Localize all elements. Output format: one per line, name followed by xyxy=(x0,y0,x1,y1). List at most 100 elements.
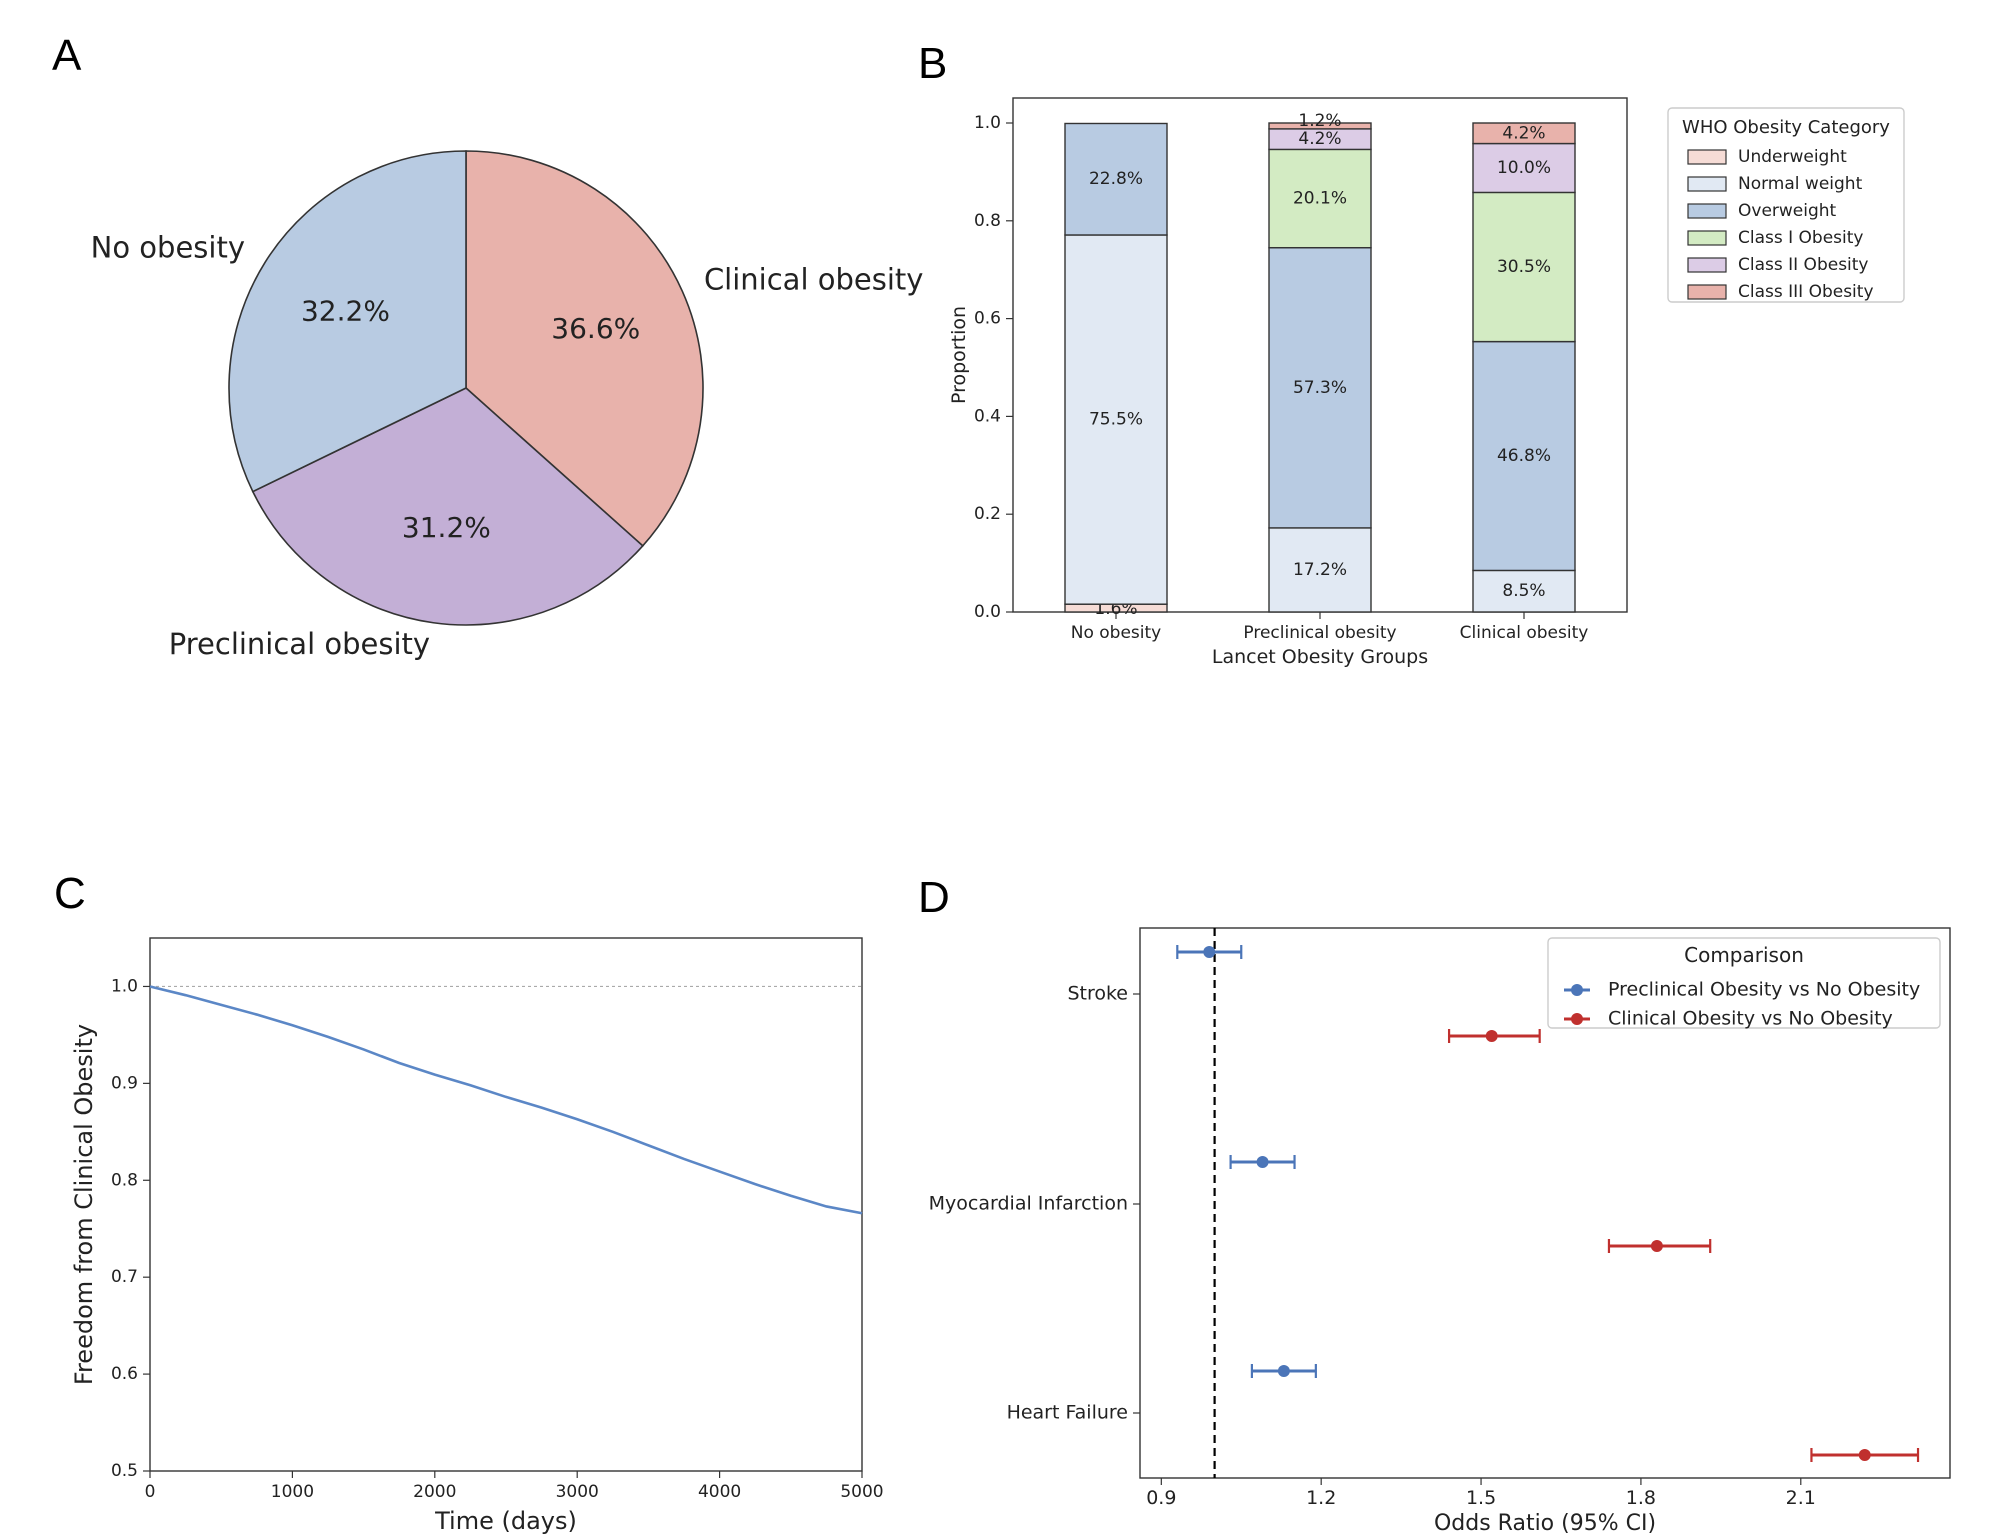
x-axis-label: Time (days) xyxy=(434,1507,577,1535)
legend-title: WHO Obesity Category xyxy=(1682,117,1890,138)
legend-entry-label: Clinical Obesity vs No Obesity xyxy=(1608,1008,1893,1030)
bar-segment xyxy=(1268,148,1372,249)
x-tick-label: Clinical obesity xyxy=(1460,623,1589,643)
legend-swatch-marker xyxy=(1571,1013,1583,1025)
legend-entry-label: Overweight xyxy=(1738,201,1837,221)
y-category-label: Myocardial Infarction xyxy=(929,1193,1128,1215)
y-tick-label: 0.5 xyxy=(111,1461,138,1481)
pie-category-label: Clinical obesity xyxy=(704,262,923,296)
y-tick-label: 0.6 xyxy=(974,309,1001,329)
y-tick-label: 0.0 xyxy=(974,602,1001,622)
bar-segment xyxy=(1064,122,1168,236)
x-tick-label: Preclinical obesity xyxy=(1243,623,1396,643)
bar-data-label: 17.2% xyxy=(1293,560,1347,580)
estimate-point xyxy=(1256,1156,1269,1168)
legend-title: Comparison xyxy=(1684,943,1804,967)
legend-swatch-marker xyxy=(1571,984,1583,996)
legend-entry-label: Normal weight xyxy=(1738,174,1863,194)
panel-letter-c: C xyxy=(54,869,86,918)
bar-data-label: 46.8% xyxy=(1497,446,1551,466)
legend-swatch xyxy=(1687,176,1727,192)
legend-swatch xyxy=(1687,257,1727,273)
y-tick-label: 0.6 xyxy=(111,1364,138,1384)
x-tick-label: 1.8 xyxy=(1626,1487,1656,1509)
estimate-point xyxy=(1858,1449,1871,1461)
panel-letter-b: B xyxy=(918,39,947,88)
y-axis-label: Proportion xyxy=(948,306,970,404)
legend-box xyxy=(1667,107,1905,303)
bar-data-label: 30.5% xyxy=(1497,257,1551,277)
y-category-label: Heart Failure xyxy=(1007,1402,1128,1424)
bar-data-label: 22.8% xyxy=(1089,169,1143,189)
pie-category-label: No obesity xyxy=(91,231,245,265)
legend-box xyxy=(1547,937,1941,1029)
x-axis-label: Lancet Obesity Groups xyxy=(1212,646,1428,668)
bar-data-label: 4.2% xyxy=(1298,129,1341,149)
x-tick-label: 0 xyxy=(145,1482,156,1502)
legend-entry-label: Class I Obesity xyxy=(1738,228,1863,248)
y-tick-label: 0.8 xyxy=(974,211,1001,231)
panel-letter-a: A xyxy=(52,31,82,80)
bar-data-label: 57.3% xyxy=(1293,378,1347,398)
x-tick-label: 3000 xyxy=(556,1482,599,1502)
legend-entry-label: Class III Obesity xyxy=(1738,282,1874,302)
bar-segment xyxy=(1472,340,1576,572)
y-tick-label: 0.7 xyxy=(111,1267,138,1287)
bar-segment xyxy=(1268,122,1372,130)
y-tick-label: 0.2 xyxy=(974,504,1001,524)
legend-swatch xyxy=(1687,203,1727,219)
legend-swatch xyxy=(1687,149,1727,165)
pie-value-label: 36.6% xyxy=(551,312,640,345)
x-tick-label: 0.9 xyxy=(1146,1487,1176,1509)
pie-slice xyxy=(228,150,467,493)
x-tick-label: 2.1 xyxy=(1786,1487,1816,1509)
survival-curve-panel: 0.5 0.6 0.7 0.8 0.9 1.0 0 1000 2000 3000 4000 5000 T… xyxy=(70,937,884,1535)
legend-swatch xyxy=(1687,230,1727,246)
legend-entry-label: Underweight xyxy=(1738,147,1847,167)
y-tick-label: 1.0 xyxy=(111,976,138,996)
legend-entry-label: Preclinical Obesity vs No Obesity xyxy=(1608,979,1920,1001)
bar-data-label: 10.0% xyxy=(1497,158,1551,178)
x-tick-label: 1.2 xyxy=(1306,1487,1336,1509)
y-tick-label: 0.4 xyxy=(974,406,1001,426)
forest-plot-panel: 0.9 1.2 1.5 1.8 2.1 Stroke Myocardial Infarcti… xyxy=(929,927,1951,1536)
x-tick-label: 4000 xyxy=(698,1482,741,1502)
pie-slice xyxy=(251,387,644,626)
bar-data-label: 4.2% xyxy=(1502,123,1545,143)
bar-segment xyxy=(1472,191,1576,343)
pie-value-label: 31.2% xyxy=(402,511,491,544)
x-axis-label: Odds Ratio (95% CI) xyxy=(1434,1511,1656,1536)
estimate-point xyxy=(1203,946,1216,958)
bar-segment xyxy=(1268,527,1372,613)
x-tick-label: 1.5 xyxy=(1466,1487,1496,1509)
y-category-label: Stroke xyxy=(1067,983,1128,1005)
estimate-point xyxy=(1650,1240,1663,1252)
estimate-point xyxy=(1485,1030,1498,1042)
x-tick-label: No obesity xyxy=(1071,623,1161,643)
pie-slice xyxy=(465,150,704,547)
bar-segment xyxy=(1472,569,1576,613)
bar-data-label: 20.1% xyxy=(1293,189,1347,209)
bar-data-label: 1.2% xyxy=(1298,111,1341,131)
plot-frame xyxy=(1139,927,1951,1479)
y-tick-label: 0.9 xyxy=(111,1073,138,1093)
x-tick-label: 5000 xyxy=(840,1482,883,1502)
pie-chart-panel: 36.6% Clinical obesity 31.2% Preclinical ob… xyxy=(91,150,923,661)
y-axis-label: Freedom from Clinical Obesity xyxy=(70,1024,98,1385)
pie-value-label: 32.2% xyxy=(301,295,390,328)
legend-entry-label: Class II Obesity xyxy=(1738,255,1869,275)
panel-letter-d: D xyxy=(918,873,950,922)
bar-segment xyxy=(1268,246,1372,529)
x-tick-label: 1000 xyxy=(271,1482,314,1502)
x-tick-label: 2000 xyxy=(413,1482,456,1502)
bar-data-label: 8.5% xyxy=(1502,581,1545,601)
survival-line xyxy=(149,985,863,1215)
bar-segment xyxy=(1472,122,1576,145)
bar-data-label: 75.5% xyxy=(1089,410,1143,430)
legend-swatch xyxy=(1687,284,1727,300)
plot-frame xyxy=(149,937,863,1472)
estimate-point xyxy=(1277,1365,1290,1377)
pie-category-label: Preclinical obesity xyxy=(169,627,430,661)
y-tick-label: 0.8 xyxy=(111,1170,138,1190)
